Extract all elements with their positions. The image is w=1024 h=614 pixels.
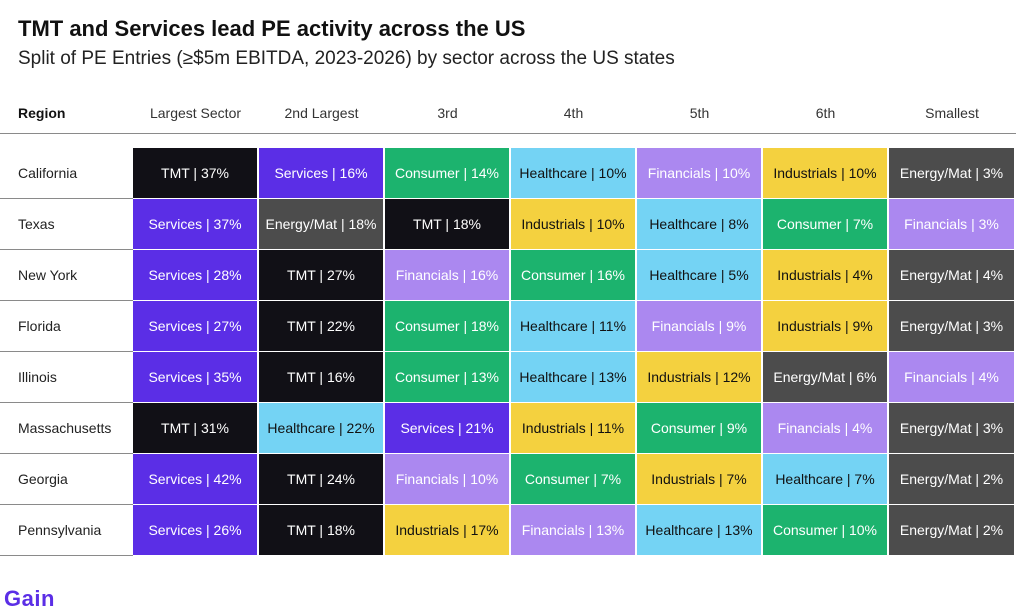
- row-divider: [0, 300, 133, 301]
- sector-cell: Energy/Mat | 4%: [889, 250, 1014, 300]
- table-row: California TMT | 37% Services | 16% Consume…: [0, 148, 1024, 199]
- sector-cell: Financials | 4%: [889, 352, 1014, 402]
- column-header-rank-1: Largest Sector: [149, 105, 242, 121]
- sector-cell: Consumer | 7%: [511, 454, 635, 504]
- sector-cell: TMT | 16%: [259, 352, 383, 402]
- column-header-rank-3: 3rd: [437, 105, 458, 121]
- row-divider: [0, 249, 133, 250]
- sector-cell: Financials | 10%: [385, 454, 509, 504]
- sector-cell: Services | 35%: [133, 352, 257, 402]
- sector-cell: Industrials | 4%: [763, 250, 887, 300]
- sector-cell: Healthcare | 10%: [511, 148, 635, 198]
- column-header-rank-2: 2nd Largest: [284, 105, 359, 121]
- sector-cell: TMT | 18%: [259, 505, 383, 555]
- row-divider: [0, 351, 133, 352]
- sector-cell: Consumer | 9%: [637, 403, 761, 453]
- chart-subtitle: Split of PE Entries (≥$5m EBITDA, 2023-2…: [18, 48, 675, 69]
- sector-cell: Consumer | 7%: [763, 199, 887, 249]
- region-label: Illinois: [18, 369, 57, 385]
- sector-cell: Consumer | 13%: [385, 352, 509, 402]
- sector-cell: Financials | 13%: [511, 505, 635, 555]
- sector-cell: Services | 28%: [133, 250, 257, 300]
- table-header-row: Region Largest Sector 2nd Largest 3rd 4th 5th…: [0, 96, 1024, 136]
- region-label: Georgia: [18, 471, 68, 487]
- sector-table: Region Largest Sector 2nd Largest 3rd 4th 5th…: [0, 96, 1024, 556]
- sector-cell: Energy/Mat | 3%: [889, 148, 1014, 198]
- sector-cell: Healthcare | 13%: [637, 505, 761, 555]
- sector-cell: TMT | 31%: [133, 403, 257, 453]
- sector-cell: Services | 16%: [259, 148, 383, 198]
- sector-cell: TMT | 18%: [385, 199, 509, 249]
- column-header-rank-4: 4th: [563, 105, 584, 121]
- sector-cell: Energy/Mat | 3%: [889, 403, 1014, 453]
- sector-cell: Energy/Mat | 18%: [259, 199, 383, 249]
- sector-cell: TMT | 27%: [259, 250, 383, 300]
- sector-cell: Financials | 4%: [763, 403, 887, 453]
- sector-cell: Industrials | 17%: [385, 505, 509, 555]
- sector-cell: Consumer | 16%: [511, 250, 635, 300]
- sector-cell: Consumer | 18%: [385, 301, 509, 351]
- region-label: Florida: [18, 318, 61, 334]
- sector-cell: Healthcare | 7%: [763, 454, 887, 504]
- row-divider: [0, 555, 133, 556]
- sector-cell: Industrials | 10%: [763, 148, 887, 198]
- sector-cell: Services | 37%: [133, 199, 257, 249]
- header-divider: [0, 133, 1016, 134]
- sector-cell: Financials | 9%: [637, 301, 761, 351]
- sector-cell: Energy/Mat | 3%: [889, 301, 1014, 351]
- sector-cell: Healthcare | 22%: [259, 403, 383, 453]
- table-row: Georgia Services | 42% TMT | 24% Financials…: [0, 454, 1024, 505]
- sector-cell: TMT | 24%: [259, 454, 383, 504]
- sector-cell: Services | 21%: [385, 403, 509, 453]
- region-label: New York: [18, 267, 78, 283]
- sector-cell: Financials | 16%: [385, 250, 509, 300]
- table-row: Texas Services | 37% Energy/Mat | 18% TMT |…: [0, 199, 1024, 250]
- sector-cell: Consumer | 10%: [763, 505, 887, 555]
- row-divider: [0, 198, 133, 199]
- column-header-rank-6: 6th: [815, 105, 836, 121]
- sector-cell: Consumer | 14%: [385, 148, 509, 198]
- table-row: Pennsylvania Services | 26% TMT | 18% Indus…: [0, 505, 1024, 556]
- region-label: Texas: [18, 216, 55, 232]
- sector-cell: Industrials | 9%: [763, 301, 887, 351]
- sector-cell: Healthcare | 5%: [637, 250, 761, 300]
- sector-cell: Services | 26%: [133, 505, 257, 555]
- column-header-rank-7: Smallest: [925, 105, 979, 121]
- table-row: Florida Services | 27% TMT | 22% Consumer |…: [0, 301, 1024, 352]
- sector-cell: Energy/Mat | 6%: [763, 352, 887, 402]
- region-label: Massachusetts: [18, 420, 112, 436]
- column-header-region: Region: [18, 105, 66, 121]
- sector-cell: TMT | 22%: [259, 301, 383, 351]
- sector-cell: Services | 27%: [133, 301, 257, 351]
- sector-cell: Healthcare | 8%: [637, 199, 761, 249]
- sector-cell: Industrials | 12%: [637, 352, 761, 402]
- sector-cell: Healthcare | 11%: [511, 301, 635, 351]
- sector-cell: Industrials | 10%: [511, 199, 635, 249]
- region-label: Pennsylvania: [18, 522, 102, 538]
- sector-cell: Financials | 3%: [889, 199, 1014, 249]
- table-row: Illinois Services | 35% TMT | 16% Consumer …: [0, 352, 1024, 403]
- sector-cell: Energy/Mat | 2%: [889, 454, 1014, 504]
- row-divider: [0, 504, 133, 505]
- sector-cell: Healthcare | 13%: [511, 352, 635, 402]
- table-row: Massachusetts TMT | 31% Healthcare | 22% Se…: [0, 403, 1024, 454]
- gain-logo: Gain: [4, 586, 55, 611]
- table-row: New York Services | 28% TMT | 27% Financial…: [0, 250, 1024, 301]
- row-divider: [0, 402, 133, 403]
- sector-cell: Industrials | 11%: [511, 403, 635, 453]
- column-header-rank-5: 5th: [689, 105, 710, 121]
- row-divider: [0, 453, 133, 454]
- region-label: California: [18, 165, 78, 181]
- sector-cell: Energy/Mat | 2%: [889, 505, 1014, 555]
- sector-cell: Industrials | 7%: [637, 454, 761, 504]
- sector-cell: Services | 42%: [133, 454, 257, 504]
- sector-cell: Financials | 10%: [637, 148, 761, 198]
- chart-title: TMT and Services lead PE activity across…: [18, 16, 526, 41]
- sector-cell: TMT | 37%: [133, 148, 257, 198]
